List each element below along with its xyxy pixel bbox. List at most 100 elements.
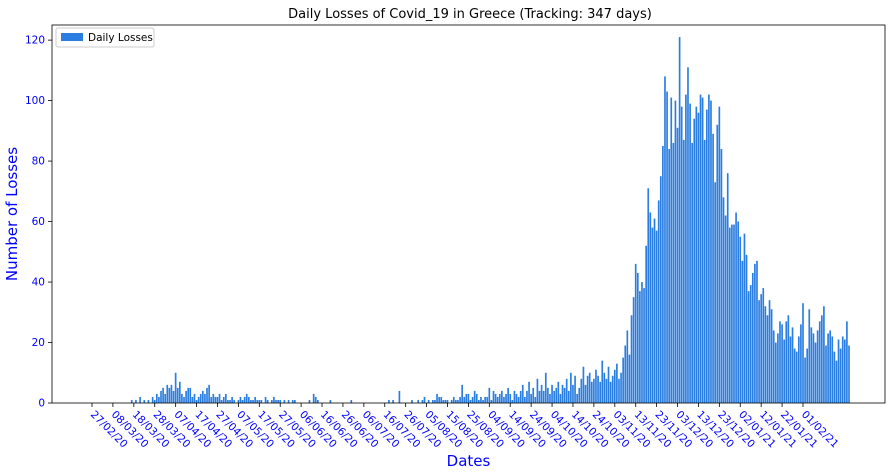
bar [620, 372, 622, 403]
bar [846, 321, 848, 403]
bar [689, 103, 691, 404]
legend-box [55, 27, 155, 48]
bar [697, 112, 700, 403]
bar [733, 224, 735, 403]
bar [572, 384, 574, 403]
bar [250, 399, 252, 403]
bar [745, 254, 748, 403]
bar [271, 399, 273, 403]
bar [185, 390, 187, 403]
bar [603, 372, 606, 403]
bar [831, 336, 834, 403]
bar [590, 381, 593, 403]
bar [664, 76, 666, 403]
bar [482, 399, 484, 403]
bar [155, 393, 158, 403]
bar [833, 351, 836, 403]
bar [672, 142, 675, 403]
bar [628, 354, 631, 403]
y-tick-label: 40 [32, 277, 45, 289]
bar [168, 387, 171, 403]
bar [199, 393, 202, 403]
bar [731, 224, 733, 403]
bar [398, 390, 401, 403]
bar [202, 390, 204, 403]
bar [162, 387, 164, 403]
bar [576, 393, 578, 403]
axes-frame [51, 24, 886, 404]
bar [438, 396, 440, 403]
y-tick-label: 60 [32, 216, 45, 228]
bar [557, 381, 560, 403]
bar [624, 345, 627, 403]
bar [189, 387, 192, 403]
bar [710, 100, 712, 403]
bar [597, 375, 599, 403]
bar [586, 375, 589, 403]
bar [208, 384, 210, 403]
bar [613, 369, 616, 403]
bar [473, 390, 476, 403]
bar [716, 124, 719, 403]
y-tick-label: 80 [32, 156, 45, 168]
bar [595, 369, 597, 403]
bar [578, 387, 581, 403]
bar [777, 333, 779, 403]
bar [712, 133, 714, 404]
legend: Daily Losses [55, 27, 155, 48]
bar [739, 236, 742, 403]
legend-label: Daily Losses [88, 32, 153, 44]
bar [446, 399, 449, 403]
bar [158, 396, 160, 403]
bar [264, 396, 267, 403]
bar [823, 306, 825, 403]
bar [747, 291, 750, 403]
bar [662, 145, 664, 403]
bar [444, 399, 447, 403]
bar [639, 291, 641, 403]
bar [417, 399, 420, 403]
bar [517, 396, 520, 403]
bar [260, 399, 263, 403]
bar [511, 399, 514, 403]
y-tick-label: 100 [25, 95, 45, 107]
bar [542, 390, 545, 403]
bar [701, 97, 704, 403]
legend-swatch [61, 33, 83, 41]
bar [622, 357, 624, 403]
bar [685, 94, 687, 404]
bar [266, 399, 269, 403]
bar [772, 330, 775, 403]
bar [170, 384, 173, 403]
bar [314, 396, 317, 403]
bar [751, 272, 754, 403]
bar [779, 321, 781, 403]
bar [781, 324, 783, 403]
bar [666, 91, 668, 403]
bar [674, 100, 677, 403]
bar [605, 378, 608, 403]
bar [427, 399, 430, 403]
bar [793, 348, 796, 403]
bar [218, 393, 221, 403]
bar [800, 324, 802, 403]
bar [534, 396, 537, 403]
bar [682, 139, 685, 403]
bar [151, 396, 154, 403]
bar [695, 106, 698, 404]
bar [797, 336, 800, 403]
bar [551, 384, 553, 403]
bar [440, 396, 443, 403]
bar [691, 142, 693, 403]
bar [839, 348, 842, 403]
bar [714, 182, 716, 403]
bar [519, 390, 522, 403]
bar [465, 393, 468, 403]
bar [756, 260, 758, 403]
bar [724, 215, 727, 403]
bar [699, 94, 702, 404]
bar [728, 227, 731, 403]
bar [432, 399, 434, 403]
bar [783, 339, 786, 403]
bar [540, 384, 543, 403]
